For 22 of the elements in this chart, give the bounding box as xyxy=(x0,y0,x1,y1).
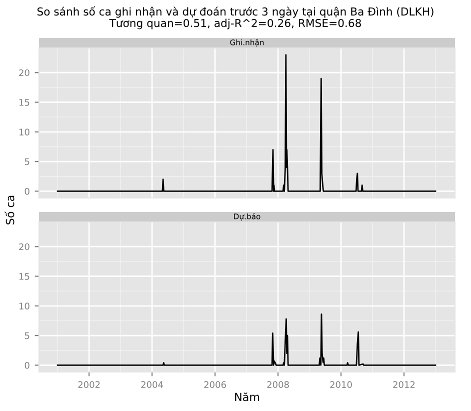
line-series xyxy=(56,54,436,192)
line-series xyxy=(56,314,436,366)
x-tick-label: 2010 xyxy=(330,381,352,388)
chart-subtitle: Tương quan=0.51, adj-R^2=0.26, RMSE=0.68 xyxy=(109,18,361,30)
y-tick-label: 15 xyxy=(19,273,30,280)
y-tick-label: 10 xyxy=(19,302,30,310)
chart-title: So sánh số ca ghi nhận và dự đoán trước 3 ngày tại quận Ba Đình (DLKH) xyxy=(37,6,434,18)
x-tick-label: 2012 xyxy=(393,381,415,388)
x-tick-label: 2004 xyxy=(141,381,164,388)
x-tick-label: 2006 xyxy=(204,381,226,388)
y-tick-label: 15 xyxy=(19,99,30,106)
x-tick-label: 2008 xyxy=(267,381,289,388)
y-tick-label: 0 xyxy=(24,188,30,195)
y-tick-label: 20 xyxy=(19,69,30,76)
y-tick-label: 5 xyxy=(24,158,30,166)
y-tick-label: 10 xyxy=(19,128,30,136)
y-tick-label: 0 xyxy=(24,362,30,369)
y-axis-title: Số ca xyxy=(4,196,14,224)
y-tick-label: 20 xyxy=(19,243,30,250)
y-tick-label: 5 xyxy=(24,332,30,340)
x-axis-title: Năm xyxy=(235,392,260,402)
x-tick-label: 2002 xyxy=(78,381,100,388)
